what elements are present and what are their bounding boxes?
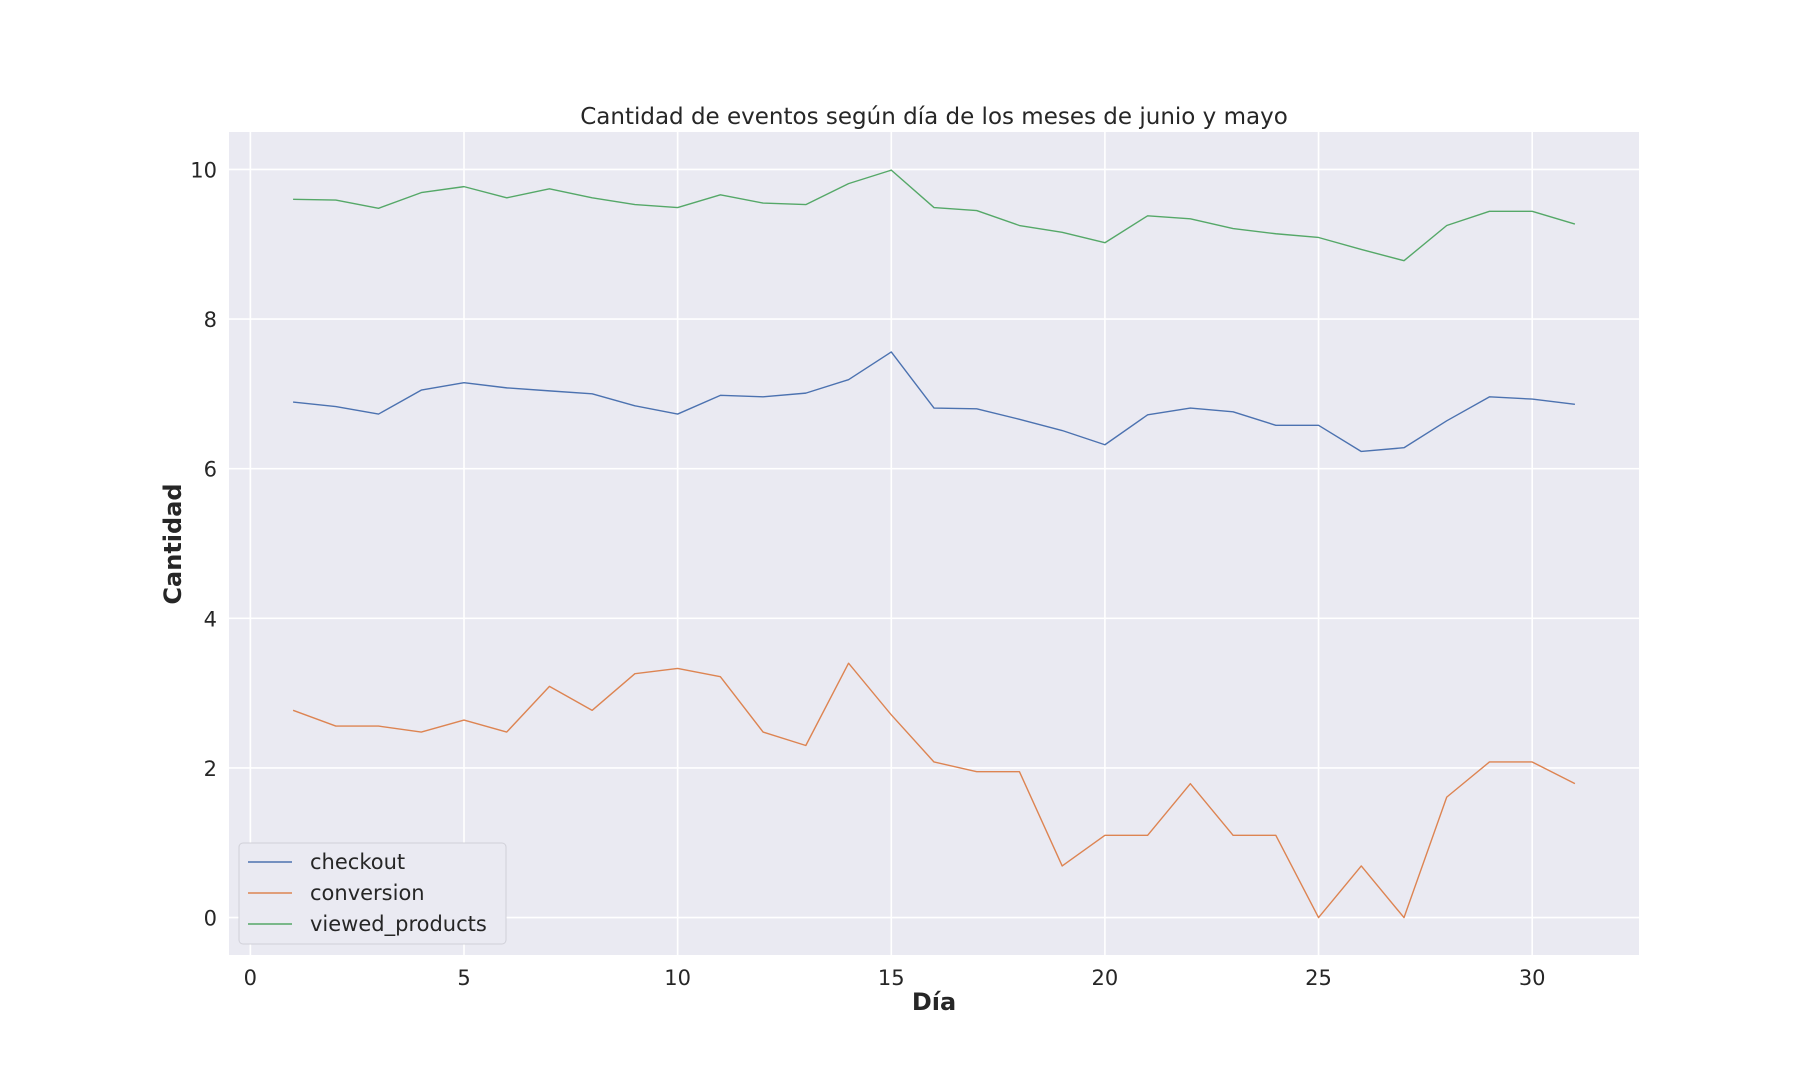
y-tick-label: 2: [204, 757, 217, 781]
series-line-conversion: [292, 662, 1576, 919]
y-axis-label: Cantidad: [159, 483, 187, 604]
x-tick-label: 20: [1092, 966, 1119, 990]
plot-area: [229, 132, 1639, 955]
y-tick-label: 4: [204, 607, 217, 631]
legend-box: [238, 842, 507, 945]
x-tick-label: 10: [664, 966, 691, 990]
legend-items: checkout conversion viewed_products: [248, 850, 487, 937]
legend-label-checkout: checkout: [310, 850, 405, 874]
y-tick-label: 6: [204, 458, 217, 482]
grid-lines: [229, 132, 1639, 955]
x-tick-label: 30: [1519, 966, 1546, 990]
y-tick-label: 10: [190, 158, 217, 182]
x-axis-label: Día: [912, 988, 956, 1016]
y-tick-label: 0: [204, 907, 217, 931]
y-axis-ticks: 0 2 4 6 8 10: [190, 158, 217, 930]
series-lines: [292, 169, 1576, 919]
series-line-checkout: [293, 351, 1575, 453]
legend-label-conversion: conversion: [310, 881, 425, 905]
chart-title: Cantidad de eventos según día de los mes…: [580, 104, 1288, 130]
x-tick-label: 5: [457, 966, 470, 990]
y-tick-label: 8: [204, 308, 217, 332]
x-tick-label: 25: [1305, 966, 1332, 990]
x-tick-label: 0: [244, 966, 257, 990]
x-axis-ticks: 0 5 10 15 20 25 30: [244, 966, 1546, 990]
legend: checkout conversion viewed_products: [238, 842, 507, 945]
legend-label-viewed-products: viewed_products: [310, 912, 487, 937]
series-line-viewed-products: [293, 169, 1576, 262]
x-tick-label: 15: [878, 966, 905, 990]
